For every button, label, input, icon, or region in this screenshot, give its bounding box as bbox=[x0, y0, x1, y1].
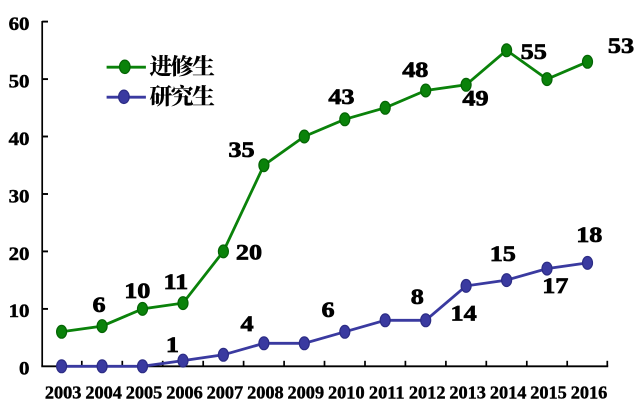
svg-text:8: 8 bbox=[411, 285, 424, 310]
svg-text:15: 15 bbox=[490, 242, 516, 267]
svg-text:4: 4 bbox=[241, 312, 254, 337]
svg-text:2005: 2005 bbox=[126, 383, 163, 403]
svg-text:2010: 2010 bbox=[328, 383, 365, 403]
svg-text:2003: 2003 bbox=[45, 383, 82, 403]
svg-text:2015: 2015 bbox=[530, 383, 567, 403]
svg-text:6: 6 bbox=[93, 293, 106, 318]
svg-text:11: 11 bbox=[164, 270, 189, 295]
svg-text:18: 18 bbox=[576, 223, 602, 248]
svg-text:2016: 2016 bbox=[571, 383, 608, 403]
svg-text:2009: 2009 bbox=[288, 383, 325, 403]
svg-text:2013: 2013 bbox=[449, 383, 486, 403]
svg-text:10: 10 bbox=[9, 301, 30, 322]
svg-text:2011: 2011 bbox=[369, 383, 405, 403]
svg-text:6: 6 bbox=[321, 298, 334, 323]
svg-text:43: 43 bbox=[328, 85, 354, 110]
svg-text:10: 10 bbox=[124, 279, 150, 304]
svg-text:2004: 2004 bbox=[85, 383, 122, 403]
svg-text:35: 35 bbox=[228, 138, 254, 163]
svg-text:1: 1 bbox=[166, 333, 179, 358]
svg-text:55: 55 bbox=[521, 40, 547, 65]
svg-text:2014: 2014 bbox=[490, 383, 527, 403]
svg-text:49: 49 bbox=[462, 86, 488, 111]
svg-text:50: 50 bbox=[9, 71, 30, 92]
svg-text:20: 20 bbox=[9, 244, 30, 265]
svg-text:48: 48 bbox=[402, 58, 428, 83]
svg-text:40: 40 bbox=[9, 129, 30, 150]
svg-text:14: 14 bbox=[451, 301, 477, 326]
svg-text:17: 17 bbox=[542, 274, 568, 299]
svg-text:2008: 2008 bbox=[247, 383, 284, 403]
svg-text:0: 0 bbox=[19, 359, 29, 380]
svg-text:53: 53 bbox=[608, 34, 634, 59]
svg-text:30: 30 bbox=[9, 186, 30, 207]
svg-text:60: 60 bbox=[9, 14, 30, 35]
svg-text:2007: 2007 bbox=[207, 383, 244, 403]
svg-text:20: 20 bbox=[236, 240, 262, 265]
svg-text:2012: 2012 bbox=[409, 383, 446, 403]
svg-text:2006: 2006 bbox=[166, 383, 203, 403]
